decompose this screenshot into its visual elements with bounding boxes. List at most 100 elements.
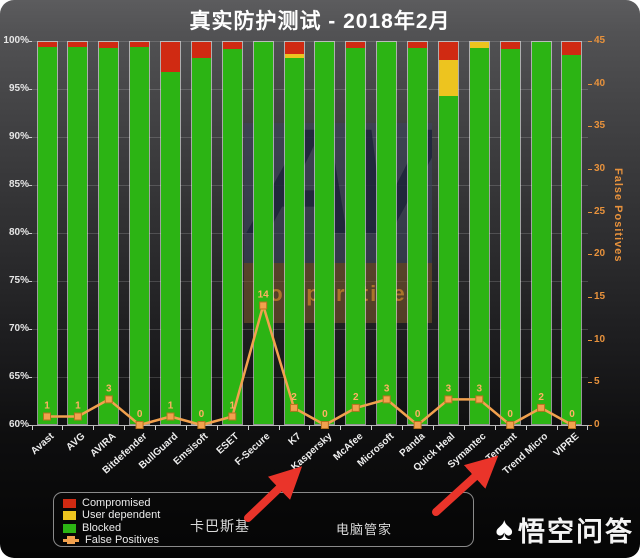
segment-compromised: [408, 42, 428, 48]
chart-title: 真实防护测试 - 2018年2月: [189, 10, 451, 33]
segment-blocked: [562, 54, 582, 424]
segment-compromised: [346, 42, 366, 48]
y-axis-tick-label: 70%: [8, 323, 29, 334]
x-axis-tick: [31, 425, 33, 430]
x-axis-tick: [340, 425, 342, 430]
segment-blocked: [222, 48, 242, 424]
bar-bitdefender: [129, 41, 151, 425]
bar-quick-heal: [437, 41, 459, 425]
x-axis-tick: [402, 425, 404, 430]
y-axis-tick-label: 100%: [3, 35, 29, 46]
legend-item-user-dependent: User dependent: [63, 510, 473, 521]
fp-axis-tick-label: 5: [594, 376, 600, 388]
y-axis-tick-label: 90%: [8, 131, 29, 142]
segment-blocked: [130, 46, 150, 424]
segment-user-dependent: [469, 42, 489, 48]
x-axis-tick: [587, 425, 589, 430]
fp-axis-tick: [588, 41, 592, 42]
y-axis-tick-label: 75%: [8, 275, 29, 286]
segment-compromised: [191, 42, 211, 59]
x-axis-tick: [463, 425, 465, 430]
bar-eset: [221, 41, 243, 425]
segment-compromised: [68, 42, 88, 47]
y-axis-tick: [28, 329, 32, 330]
x-axis-tick: [216, 425, 218, 430]
y-axis-tick: [28, 137, 32, 138]
segment-compromised: [562, 42, 582, 55]
x-axis-tick: [124, 425, 126, 430]
bar-avira: [98, 41, 120, 425]
x-axis-tick: [371, 425, 373, 430]
x-axis-tick: [278, 425, 280, 430]
bar-bullguard: [160, 41, 182, 425]
y-axis-tick: [28, 425, 32, 426]
y-axis-tick-label: 65%: [8, 371, 29, 382]
legend-item-false-positives: False Positives: [63, 533, 473, 546]
bar-f-secure: [252, 41, 274, 425]
segment-blocked: [469, 47, 489, 424]
y-axis-tick: [28, 281, 32, 282]
segment-compromised: [222, 42, 242, 49]
x-axis-tick: [62, 425, 64, 430]
x-axis-tick: [433, 425, 434, 430]
bar-panda: [407, 41, 429, 425]
x-axis-tick: [185, 425, 187, 430]
segment-blocked: [346, 47, 366, 424]
y-axis-tick: [28, 41, 32, 42]
legend: Compromised User dependent Blocked False…: [53, 492, 474, 547]
x-axis-tick: [556, 425, 558, 430]
fp-axis-tick-label: 15: [594, 291, 606, 302]
legend-item-label: False Positives: [85, 533, 159, 546]
bar-symantec: [468, 41, 490, 425]
segment-blocked: [377, 42, 397, 424]
legend-item-label: Blocked: [82, 521, 122, 534]
segment-compromised: [500, 42, 520, 49]
false-positives-marker-icon: [63, 535, 79, 544]
fp-axis-tick: [588, 211, 592, 213]
segment-compromised: [161, 42, 181, 72]
fp-axis-tick-label: 30: [594, 163, 606, 174]
y-axis-tick: [28, 377, 32, 378]
bar-k7: [283, 41, 305, 425]
fp-axis-tick-label: 25: [594, 205, 606, 217]
bar-avast: [36, 41, 58, 425]
segment-compromised: [130, 42, 150, 47]
fp-axis-tick: [588, 425, 592, 426]
wukong-monkey-icon: ♠: [495, 510, 513, 547]
gridline: [31, 41, 588, 42]
y-axis-tick-label: 85%: [8, 179, 29, 190]
fp-axis-tick: [588, 297, 592, 298]
segment-blocked: [531, 42, 551, 424]
segment-compromised: [284, 42, 304, 54]
gridline: [31, 89, 588, 90]
fp-axis-tick: [588, 169, 592, 170]
segment-user-dependent: [284, 53, 304, 59]
annotation-tencent: 电脑管家: [336, 522, 393, 537]
av-watermark-letters: AV: [249, 123, 432, 265]
bar-avg: [67, 41, 89, 425]
fp-axis-tick: [588, 126, 592, 128]
x-axis-line: [31, 425, 589, 426]
segment-blocked: [191, 58, 211, 424]
wukong-watermark-text: 悟空问答: [518, 516, 634, 547]
bar-microsoft: [376, 41, 398, 425]
fp-axis-tick-label: 45: [594, 35, 606, 46]
bar-trend-micro: [530, 41, 552, 425]
bar-tencent: [499, 41, 521, 425]
legend-item-compromised: Compromised: [63, 498, 473, 509]
segment-blocked: [284, 58, 304, 424]
segment-user-dependent: [438, 60, 458, 96]
blocked-swatch-icon: [63, 523, 76, 533]
fp-axis-tick-label: 40: [594, 77, 606, 89]
bar-vipre: [561, 41, 583, 425]
segment-blocked: [253, 42, 273, 424]
segment-blocked: [68, 46, 88, 424]
user-dependent-swatch-icon: [63, 511, 76, 521]
segment-compromised: [99, 42, 119, 48]
bar-kaspersky: [314, 41, 336, 425]
y-axis-tick: [28, 89, 32, 90]
segment-compromised: [438, 42, 458, 61]
false-positives-axis-title: False Positives: [612, 168, 624, 263]
y-axis-tick-label: 60%: [8, 419, 29, 430]
